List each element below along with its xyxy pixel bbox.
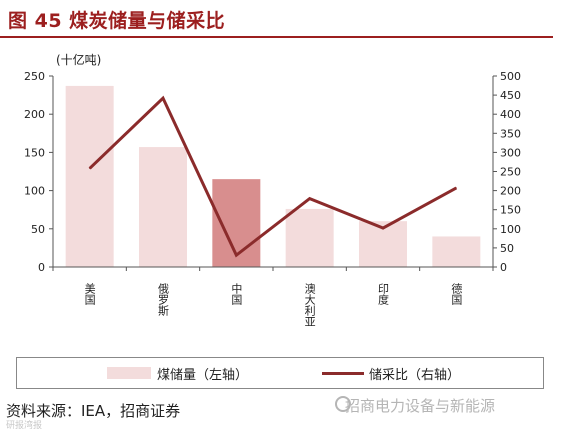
bar-5 (432, 236, 481, 267)
title-bar: 图 45 煤炭储量与储采比 (0, 0, 563, 38)
chart-title: 图 45 煤炭储量与储采比 (8, 10, 226, 32)
legend-line-label: 储采比（右轴） (369, 368, 461, 383)
right-tick-label: 150 (500, 204, 521, 217)
x-tick-label: 美国 (83, 283, 96, 306)
right-tick-label: 400 (500, 108, 521, 121)
x-tick-label: 中国 (230, 283, 243, 306)
legend: 煤储量（左轴） 储采比（右轴） (16, 357, 544, 389)
left-tick-label: 250 (24, 70, 45, 83)
right-tick-label: 250 (500, 166, 521, 179)
line-series (88, 95, 458, 258)
left-tick-label: 100 (24, 185, 45, 198)
left-tick-label: 0 (38, 261, 45, 274)
line-point-2 (235, 254, 237, 256)
x-tick-label: 德国 (450, 282, 463, 306)
line-point-4 (382, 227, 384, 229)
legend-bar-swatch (107, 367, 151, 379)
wechat-icon (335, 396, 351, 412)
left-tick-label: 200 (24, 108, 45, 121)
left-tick-label: 150 (24, 146, 45, 159)
line-point-1 (162, 97, 164, 99)
watermark: 招商电力设备与新能源 (345, 397, 496, 415)
right-tick-label: 450 (500, 89, 521, 102)
x-tick-label: 澳大利亚 (303, 283, 316, 327)
line-point-3 (309, 198, 311, 200)
legend-line-swatch (322, 372, 364, 375)
right-tick-label: 100 (500, 223, 521, 236)
right-tick-label: 0 (500, 261, 507, 274)
right-tick-label: 50 (500, 242, 514, 255)
legend-bar-label: 煤储量（左轴） (157, 368, 249, 383)
right-tick-label: 300 (500, 146, 521, 159)
left-tick-label: 50 (31, 223, 45, 236)
bar-3 (285, 208, 334, 267)
x-tick-label: 印度 (377, 283, 390, 306)
x-tick-label: 俄罗斯 (157, 283, 170, 317)
source-note: 资料来源：IEA，招商证券 (6, 402, 181, 420)
right-tick-label: 350 (500, 127, 521, 140)
line-point-0 (89, 167, 91, 169)
line-point-5 (455, 187, 457, 189)
bar-1 (139, 147, 187, 267)
right-tick-label: 200 (500, 185, 521, 198)
left-axis-label: (十亿吨) (56, 52, 101, 67)
title-rule (0, 36, 553, 38)
right-tick-label: 500 (500, 70, 521, 83)
watermark-bottom: 研报湾报 (6, 421, 43, 431)
bar-0 (65, 85, 114, 267)
